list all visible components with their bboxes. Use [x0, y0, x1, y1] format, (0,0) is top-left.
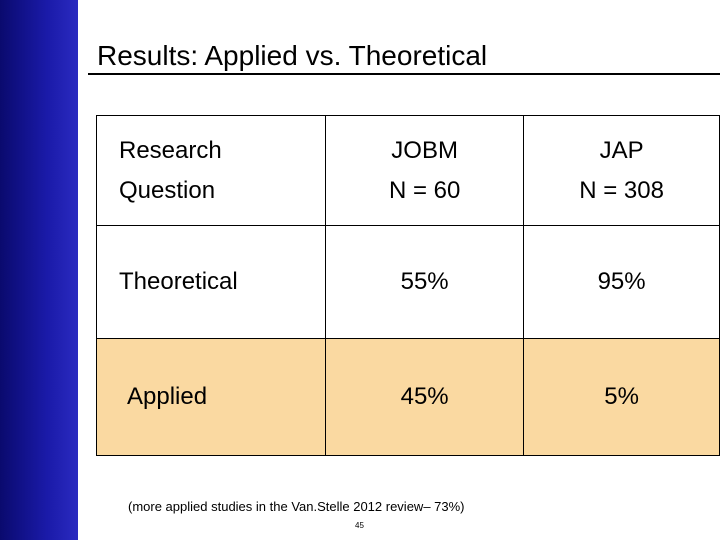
- table-cell: 95%: [523, 225, 720, 339]
- table-cell: Theoretical: [95, 225, 327, 339]
- footnote: (more applied studies in the Van.Stelle …: [128, 499, 465, 514]
- table-cell: Applied: [95, 338, 327, 456]
- slide-title: Results: Applied vs. Theoretical: [97, 40, 488, 71]
- title-rule: [88, 73, 720, 75]
- cell-line: JOBM: [391, 136, 458, 164]
- cell-line: N = 60: [388, 176, 461, 204]
- cell-line: N = 308: [579, 176, 664, 204]
- cell-line: JAP: [599, 136, 644, 164]
- table-cell: Research Question: [95, 115, 327, 226]
- table-cell: JOBM N = 60: [325, 115, 525, 226]
- page-number: 45: [355, 521, 364, 530]
- cell-line: Research: [119, 136, 222, 164]
- results-table: Research Question JOBM N = 60 JAP N = 308 Theo…: [95, 115, 720, 456]
- table-row: Research Question JOBM N = 60 JAP N = 308: [95, 115, 720, 226]
- table-cell: JAP N = 308: [523, 115, 720, 226]
- table-row: Applied 45% 5%: [95, 338, 720, 456]
- table-row: Theoretical 55% 95%: [95, 225, 720, 339]
- table-cell: 5%: [523, 338, 720, 456]
- table-cell: 55%: [325, 225, 525, 339]
- cell-line: Question: [119, 176, 216, 204]
- side-bar: [0, 0, 78, 540]
- table-cell: 45%: [325, 338, 525, 456]
